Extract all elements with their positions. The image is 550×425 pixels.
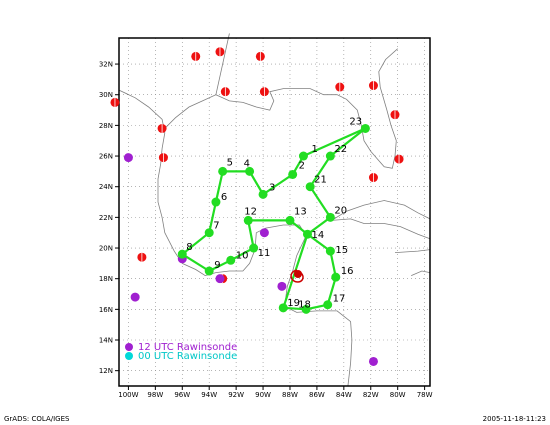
waypoint-marker bbox=[301, 304, 311, 314]
y-tick-label: 32N bbox=[99, 61, 113, 69]
rawinsonde-12utc-marker bbox=[277, 281, 287, 291]
waypoint-label: 6 bbox=[221, 192, 227, 203]
grid-lines bbox=[119, 38, 430, 386]
y-tick-label: 14N bbox=[99, 337, 113, 345]
x-tick-label: 92W bbox=[228, 391, 244, 399]
legend-00utc-label: 00 UTC Rawinsonde bbox=[138, 351, 237, 362]
rawinsonde-stations-red bbox=[110, 47, 404, 284]
x-tick-label: 80W bbox=[390, 391, 406, 399]
waypoint-label: 2 bbox=[299, 160, 305, 171]
waypoint-marker bbox=[302, 229, 312, 239]
legend-12utc-icon bbox=[125, 343, 133, 351]
waypoint-label: 21 bbox=[314, 175, 327, 186]
waypoint-marker bbox=[325, 212, 335, 222]
waypoint-marker bbox=[325, 246, 335, 256]
y-tick-label: 26N bbox=[99, 153, 113, 161]
coastline-segment bbox=[215, 48, 398, 169]
x-tick-label: 84W bbox=[336, 391, 352, 399]
x-tick-label: 78W bbox=[417, 391, 433, 399]
coastline-segment bbox=[331, 218, 431, 240]
waypoint-label: 5 bbox=[227, 157, 233, 168]
waypoint-label: 7 bbox=[213, 221, 219, 232]
y-tick-label: 20N bbox=[99, 245, 113, 253]
coastline-segment bbox=[164, 33, 230, 129]
waypoint-label: 11 bbox=[258, 248, 271, 259]
rawinsonde-12utc-marker bbox=[130, 292, 140, 302]
waypoint-marker bbox=[305, 182, 315, 192]
waypoint-label: 17 bbox=[333, 294, 346, 305]
x-tick-label: 82W bbox=[363, 391, 379, 399]
map-frame bbox=[118, 37, 431, 387]
waypoint-marker bbox=[211, 197, 221, 207]
waypoint-marker bbox=[204, 228, 214, 238]
waypoint-marker bbox=[325, 151, 335, 161]
waypoint-label: 3 bbox=[269, 182, 275, 193]
waypoint-label: 18 bbox=[298, 299, 311, 310]
x-tick-label: 96W bbox=[174, 391, 190, 399]
legend-00utc-icon bbox=[125, 352, 133, 360]
waypoint-label: 10 bbox=[236, 250, 249, 261]
waypoint-label: 13 bbox=[294, 206, 307, 217]
rawinsonde-12utc-marker bbox=[215, 274, 225, 284]
waypoint-marker bbox=[245, 166, 255, 176]
coastline-segment bbox=[394, 249, 431, 253]
waypoint-marker bbox=[226, 255, 236, 265]
hurricane-symbol bbox=[290, 269, 304, 283]
footer-timestamp: 2005-11-18-11:23 bbox=[482, 415, 546, 423]
flight-track-line bbox=[181, 127, 367, 311]
waypoint-marker bbox=[298, 151, 308, 161]
x-tick-label: 100W bbox=[118, 391, 138, 399]
waypoint-marker bbox=[249, 243, 259, 253]
rawinsonde-12utc-marker bbox=[123, 153, 133, 163]
longitude-ticks: 100W 98W 96W 94W 92W 90W 88W 86W 84W 82W 80W 78W bbox=[118, 386, 433, 399]
waypoint-marker bbox=[204, 266, 214, 276]
rawinsonde-12utc-marker bbox=[368, 356, 378, 366]
x-tick-label: 98W bbox=[147, 391, 163, 399]
waypoint-label: 23 bbox=[349, 116, 362, 127]
waypoint-marker bbox=[288, 169, 298, 179]
latitude-ticks: 32N 30N 28N 26N 24N 22N 20N 18N 16N 14N 12N bbox=[99, 61, 119, 375]
waypoint-marker bbox=[278, 303, 288, 313]
rawinsonde-12utc-marker bbox=[259, 228, 269, 238]
waypoint-marker bbox=[218, 166, 228, 176]
y-tick-label: 30N bbox=[99, 91, 113, 99]
legend-12utc-label: 12 UTC Rawinsonde bbox=[138, 342, 237, 353]
waypoint-label: 22 bbox=[334, 144, 347, 155]
waypoint-marker bbox=[285, 215, 295, 225]
footer-credit: GrADS: COLA/IGES bbox=[4, 415, 70, 423]
waypoint-marker bbox=[331, 272, 341, 282]
y-tick-label: 18N bbox=[99, 275, 113, 283]
x-tick-label: 86W bbox=[309, 391, 325, 399]
y-tick-label: 16N bbox=[99, 306, 113, 314]
waypoint-marker bbox=[258, 189, 268, 199]
waypoint-label: 19 bbox=[287, 298, 300, 309]
y-tick-label: 22N bbox=[99, 214, 113, 222]
waypoint-label: 4 bbox=[244, 158, 250, 169]
waypoint-label: 1 bbox=[311, 144, 317, 155]
waypoint-label: 8 bbox=[186, 242, 192, 253]
waypoint-label: 16 bbox=[341, 266, 354, 277]
waypoint-marker bbox=[243, 215, 253, 225]
y-tick-label: 12N bbox=[99, 367, 113, 375]
coastline-segment bbox=[331, 200, 431, 221]
waypoint-marker bbox=[177, 249, 187, 259]
x-tick-label: 90W bbox=[255, 391, 271, 399]
y-tick-label: 24N bbox=[99, 183, 113, 191]
waypoint-label: 20 bbox=[334, 205, 347, 216]
coastline bbox=[118, 33, 431, 387]
legend: 12 UTC Rawinsonde 00 UTC Rawinsonde bbox=[125, 342, 237, 362]
coastline-segment bbox=[411, 270, 431, 276]
waypoint-label: 14 bbox=[311, 230, 324, 241]
waypoint-label: 15 bbox=[335, 245, 348, 256]
waypoint-label: 9 bbox=[214, 260, 220, 271]
waypoint-marker bbox=[323, 300, 333, 310]
x-tick-label: 88W bbox=[282, 391, 298, 399]
y-tick-label: 28N bbox=[99, 122, 113, 130]
x-tick-label: 94W bbox=[201, 391, 217, 399]
waypoint-label: 12 bbox=[244, 206, 257, 217]
waypoint-marker bbox=[360, 123, 370, 133]
